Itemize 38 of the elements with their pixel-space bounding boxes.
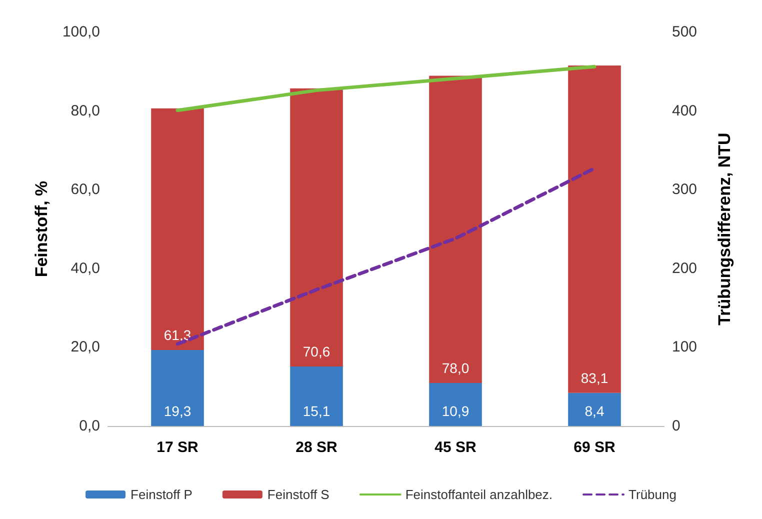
legend-label: Feinstoffanteil anzahlbez. — [405, 487, 553, 502]
y-tick-label: 20,0 — [70, 338, 100, 356]
bar — [290, 88, 343, 367]
legend-label: Feinstoff S — [267, 487, 330, 502]
data-label: 78,0 — [442, 360, 470, 376]
bar — [568, 65, 621, 393]
y2-tick-label: 0 — [672, 418, 680, 434]
bar — [568, 392, 621, 426]
bar — [429, 76, 482, 384]
y2-tick-label: 500 — [672, 24, 698, 40]
data-label: 83,1 — [580, 370, 608, 386]
x-tick-label: 17 SR — [156, 439, 199, 456]
bar — [151, 350, 204, 426]
y-tick-label: 100,0 — [62, 24, 100, 40]
data-label: 70,6 — [302, 344, 330, 360]
x-tick-label: 28 SR — [296, 439, 338, 456]
legend-label: Trübung — [628, 487, 676, 502]
y-axis-title: Feinstoff, % — [32, 180, 51, 278]
y-tick-label: 40,0 — [70, 260, 100, 277]
line-series — [176, 64, 596, 112]
y-tick-label: 60,0 — [70, 181, 100, 198]
y2-tick-label: 100 — [672, 338, 698, 356]
y2-tick-label: 300 — [672, 181, 698, 198]
y2-tick-label: 400 — [672, 102, 698, 120]
legend-label: Feinstoff P — [130, 487, 192, 502]
x-tick-label: 69 SR — [574, 439, 616, 456]
bar — [429, 383, 482, 426]
bar — [151, 108, 204, 350]
y2-tick-label: 200 — [672, 260, 698, 277]
y-tick-label: 0,0 — [79, 418, 100, 434]
data-label: 8,4 — [584, 403, 604, 419]
bar — [290, 366, 343, 426]
y2-axis-title: Trübungsdifferenz, NTU — [715, 132, 734, 326]
x-tick-label: 45 SR — [434, 439, 477, 456]
data-label: 19,3 — [164, 403, 192, 419]
data-label: 15,1 — [302, 403, 330, 419]
data-label: 10,9 — [442, 403, 470, 419]
y-tick-label: 80,0 — [70, 102, 100, 120]
